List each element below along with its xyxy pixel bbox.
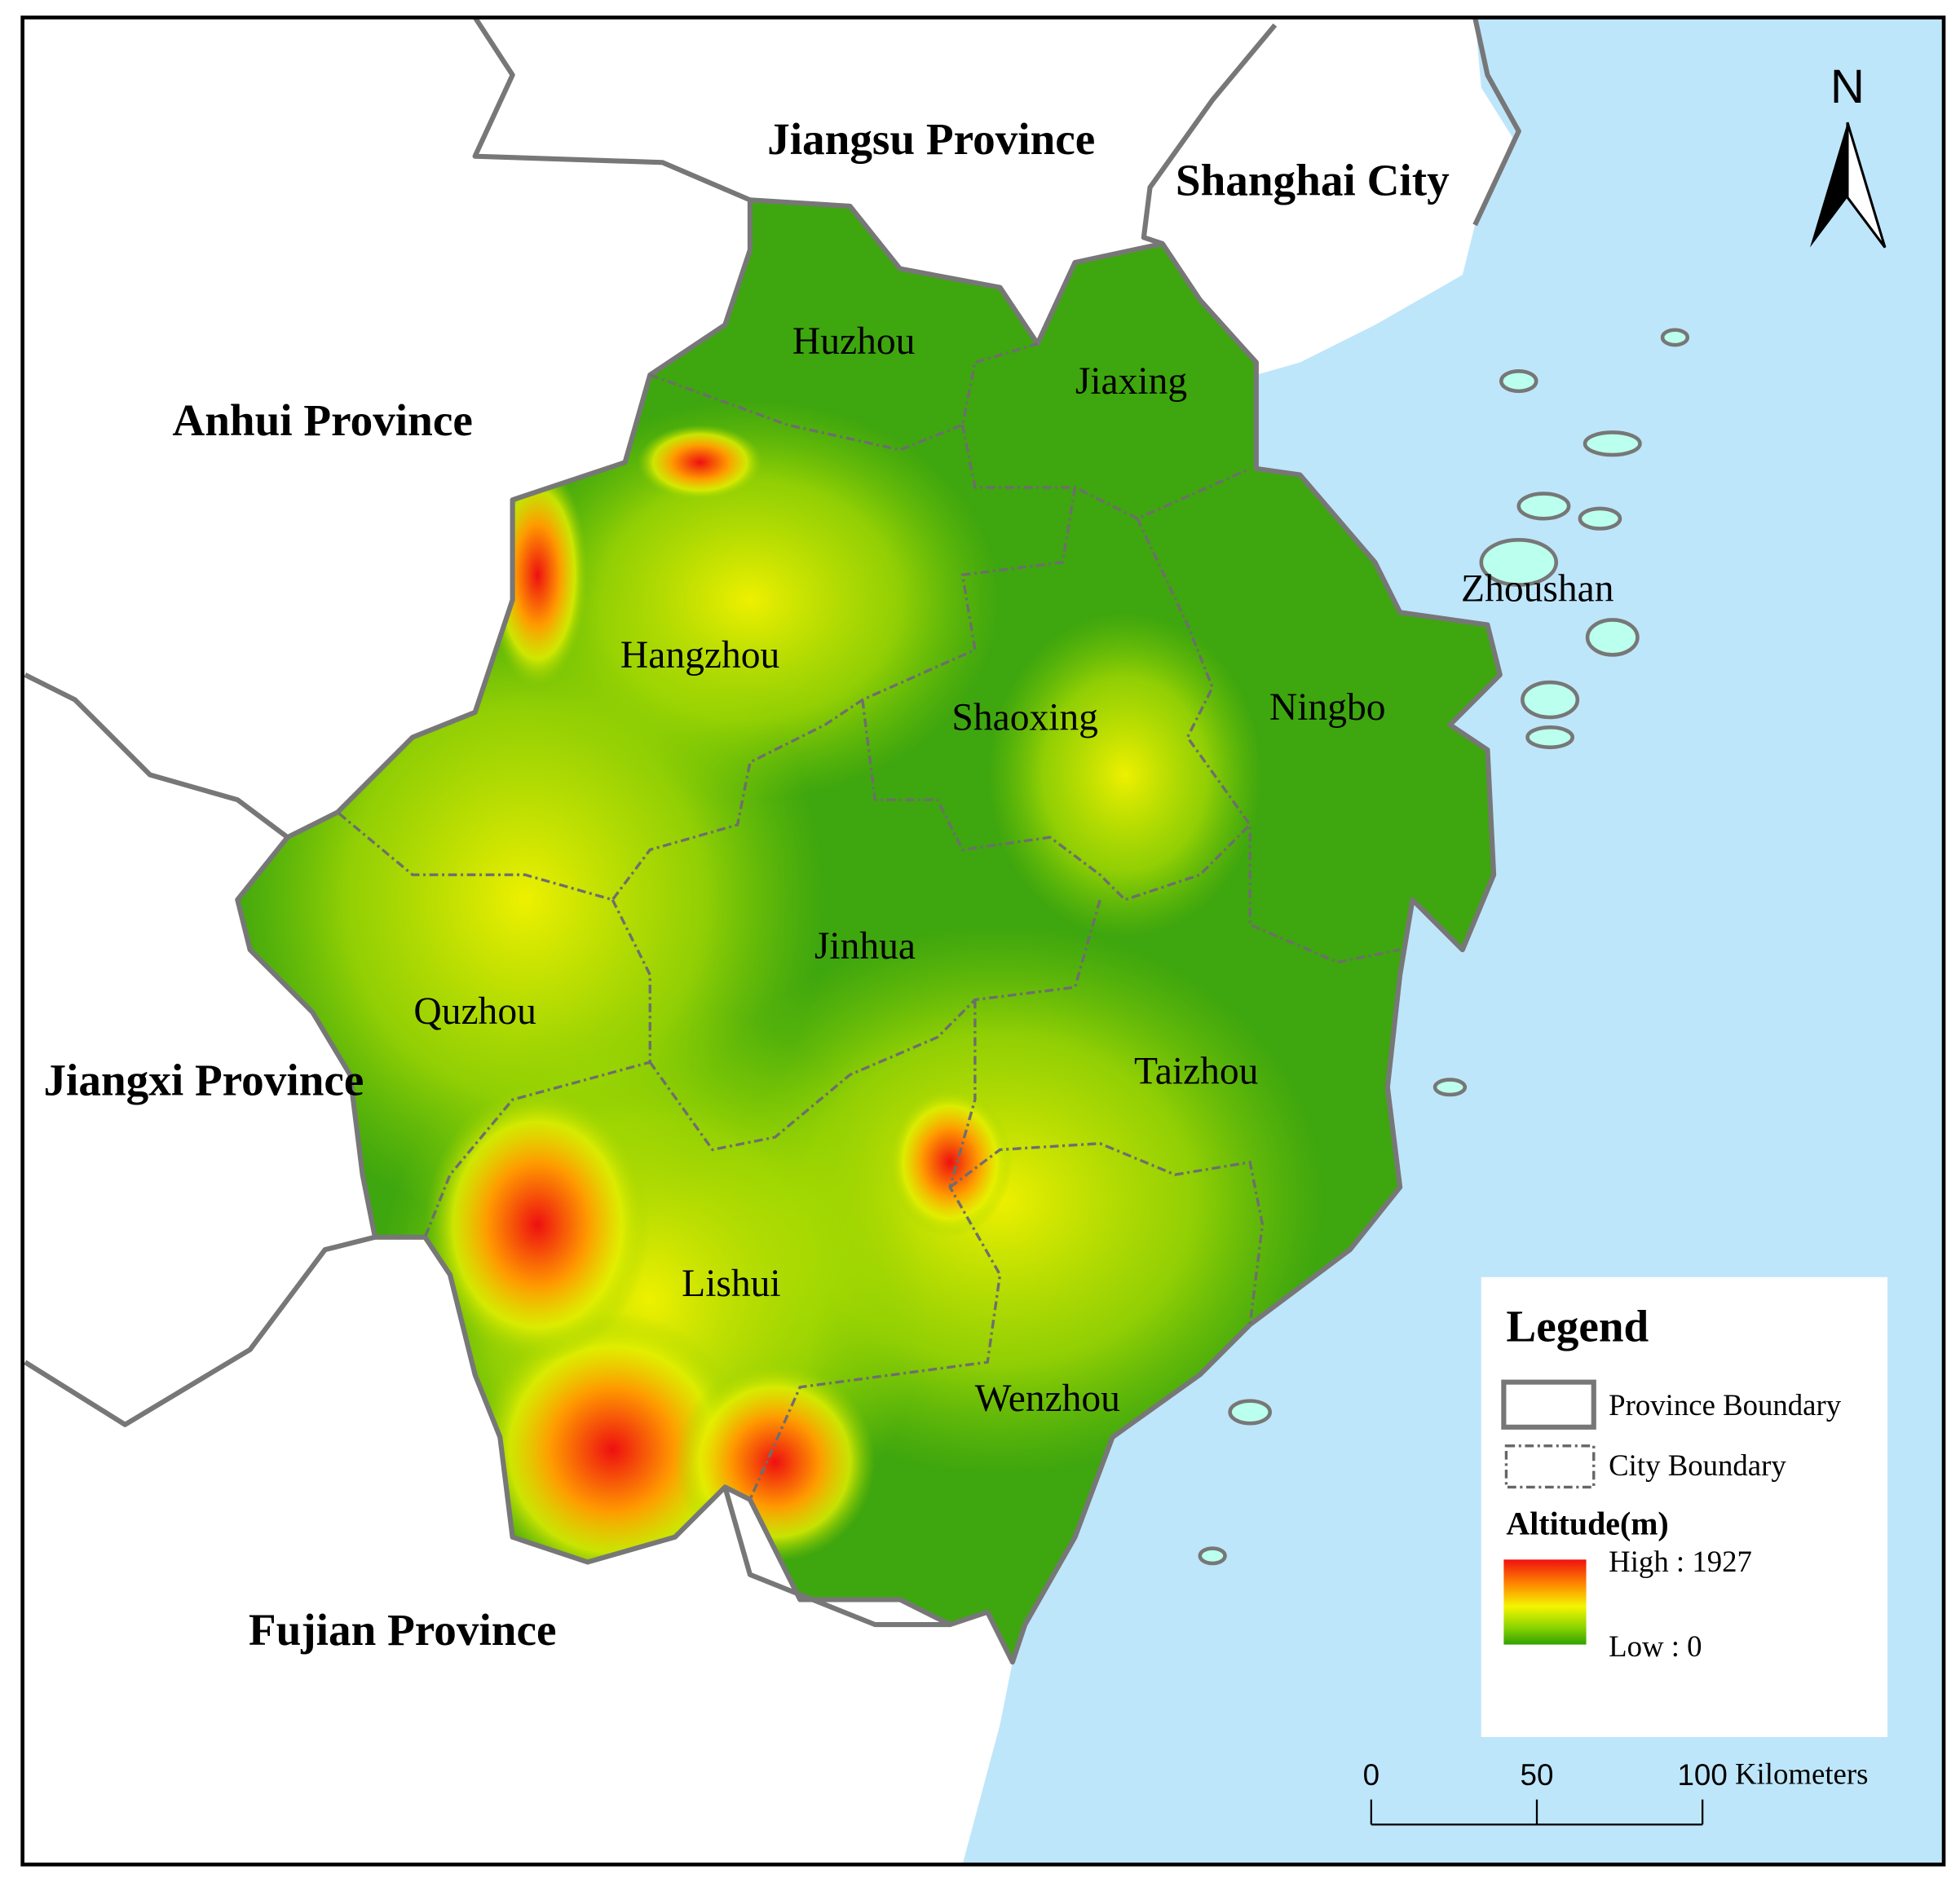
city-label: Wenzhou [975,1378,1120,1420]
province-boundary [24,1234,376,1427]
scale-tick-label: 0 [1363,1758,1380,1792]
islands [1198,328,1690,1566]
legend-item: Province Boundary [1609,1388,1842,1422]
altitude-title: Altitude(m) [1506,1506,1668,1542]
city-label: Jinhua [814,925,916,968]
city-label: Huzhou [792,320,915,363]
city-label: Shaoxing [951,697,1098,739]
province-label: Fujian Province [249,1605,557,1655]
city-boundary [336,342,1401,1501]
altitude-ramp [1503,1559,1587,1645]
province-boundary [24,672,289,840]
province-boundary [1141,23,1278,246]
altitude-low: Low : 0 [1609,1629,1702,1663]
city-label: Jiaxing [1075,360,1187,403]
province-label: Jiangsu Province [767,114,1095,164]
north-arrow: N [1809,60,1887,249]
province-label: Shanghai City [1176,156,1450,205]
city-label: Taizhou [1134,1050,1258,1092]
scale-bar: 0 50 100 Kilometers [1363,1757,1868,1826]
city-label: Quzhou [413,990,536,1033]
legend-swatch [1504,1444,1596,1489]
scale-tick-label: 50 [1521,1758,1554,1792]
legend-title: Legend [1506,1301,1649,1351]
legend: Legend Province Boundary City Boundary A… [1481,1276,1888,1738]
province-boundary [472,15,752,203]
north-label: N [1830,60,1865,113]
province-label: Anhui Province [172,395,472,445]
scale-tick-label: 100 [1677,1758,1727,1792]
city-label: Ningbo [1269,686,1386,729]
legend-item: City Boundary [1609,1448,1786,1482]
province-boundary [1472,16,1521,227]
scale-unit: Kilometers [1735,1757,1868,1791]
province-boundary [722,1486,951,1628]
city-label: Hangzhou [620,634,779,677]
map-border [20,15,1946,1867]
province-label: Jiangxi Province [43,1055,364,1104]
altitude-high: High : 1927 [1609,1545,1752,1578]
city-label: Zhoushan [1461,568,1614,611]
legend-swatch [1501,1379,1596,1430]
city-label: Lishui [682,1263,780,1305]
